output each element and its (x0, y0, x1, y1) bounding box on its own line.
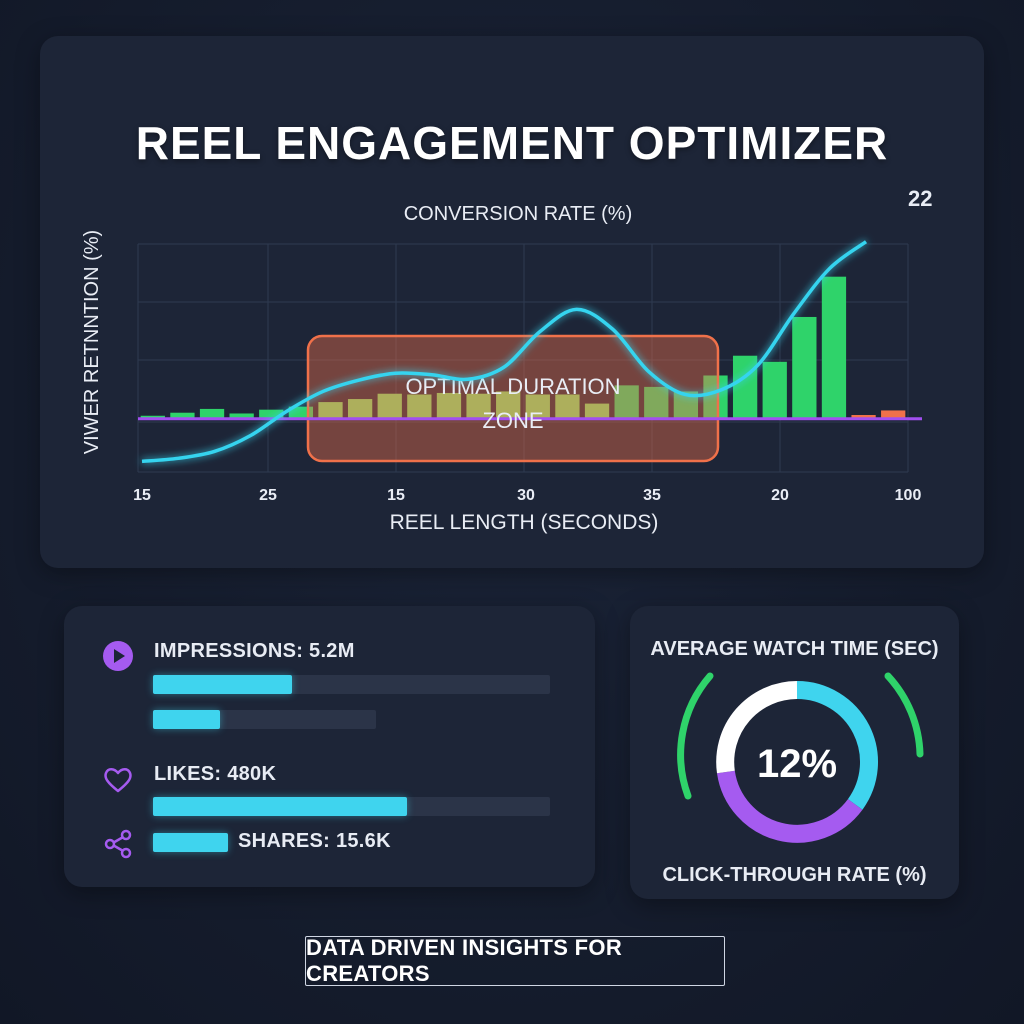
shares-bar-fill (153, 833, 228, 852)
likes-stat: LIKES: 480K (154, 763, 276, 786)
chart-bar (525, 394, 550, 419)
share-icon (104, 829, 132, 859)
watch-time-gauge: 12% (677, 672, 924, 843)
impressions-secondary-bar (153, 710, 376, 729)
chart-bar (466, 393, 491, 419)
chart-bar (436, 392, 462, 419)
ring-segment-white (716, 681, 798, 774)
heart-icon (104, 768, 132, 793)
shares-bar (153, 833, 228, 852)
chart-bar (377, 393, 402, 419)
x-tick-label: 25 (259, 487, 277, 504)
retention-curve (141, 240, 868, 464)
x-tick-label: 30 (517, 487, 535, 504)
engagement-chart: OPTIMAL DURATION ZONE 22 CONVERSION RATE (%… (81, 186, 932, 534)
zone-label-line-2: ZONE (482, 408, 543, 433)
chart-bar (792, 316, 817, 419)
chart-bar (170, 412, 195, 419)
watch-time-title: AVERAGE WATCH TIME (SEC) (650, 638, 939, 660)
chart-bar (614, 385, 639, 419)
ring-segment-cyan (796, 681, 878, 810)
impressions-stat: IMPRESSIONS: 5.2M (154, 640, 355, 663)
impressions-bar (153, 675, 550, 694)
likes-label: LIKES: 480K (154, 763, 277, 785)
impressions-bar-fill (153, 675, 292, 694)
right-gauge-arc (884, 672, 924, 758)
likes-bar-fill (153, 797, 408, 816)
chart-bar (229, 413, 254, 419)
y-axis-label: VIWER RETNNTION (%) (81, 230, 103, 454)
chart-bar (140, 415, 165, 419)
click-through-rate-label: CLICK-THROUGH RATE (%) (662, 864, 927, 886)
peak-value-label: 22 (908, 186, 932, 211)
chart-bar (584, 403, 610, 419)
chart-bar (821, 276, 847, 419)
chart-title: CONVERSION RATE (%) (404, 203, 633, 225)
chart-bar (555, 394, 580, 419)
chart-bar (881, 410, 906, 419)
engagement-chart-card: REEL ENGAGEMENT OPTIMIZER OPTIMAL DURATI… (40, 36, 984, 568)
likes-bar (153, 797, 550, 816)
chart-bar (851, 415, 876, 419)
x-tick-label: 15 (387, 487, 405, 504)
chart-bar (703, 375, 728, 419)
engagement-stats-card: IMPRESSIONS: 5.2M LIKES: 480K (64, 606, 595, 887)
chart-grid (137, 243, 909, 473)
zone-label-line-1: OPTIMAL DURATION (405, 374, 620, 399)
x-axis-label: REEL LENGTH (SECONDS) (390, 511, 659, 534)
shares-label: SHARES: 15.6K (238, 830, 391, 852)
x-tick-label: 20 (771, 487, 789, 504)
chart-bar (762, 361, 787, 419)
impressions-secondary-bar-fill (153, 710, 220, 729)
x-tick-label: 35 (643, 487, 661, 504)
tagline-box: DATA DRIVEN INSIGHTS FOR CREATORS (305, 935, 725, 986)
play-icon (103, 641, 133, 671)
chart-bar (407, 394, 432, 419)
ring-segment-purple (716, 770, 863, 843)
x-tick-label: 100 (895, 487, 922, 504)
chart-bar (199, 408, 225, 419)
x-tick-label: 15 (133, 487, 151, 504)
watch-time-center-value: 12% (757, 742, 837, 786)
chart-bar (259, 409, 284, 419)
chart-bar (732, 355, 758, 419)
watch-time-card: AVERAGE WATCH TIME (SEC) 12% CLICK-THROU… (630, 606, 959, 899)
app-title: REEL ENGAGEMENT OPTIMIZER (135, 117, 889, 169)
chart-bar (318, 402, 343, 419)
left-gauge-arc (677, 672, 714, 800)
chart-bar (347, 399, 373, 419)
impressions-label: IMPRESSIONS: 5.2M (154, 640, 355, 662)
shares-stat: SHARES: 15.6K (238, 830, 391, 853)
chart-bar (496, 391, 521, 419)
chart-bar (644, 386, 669, 419)
